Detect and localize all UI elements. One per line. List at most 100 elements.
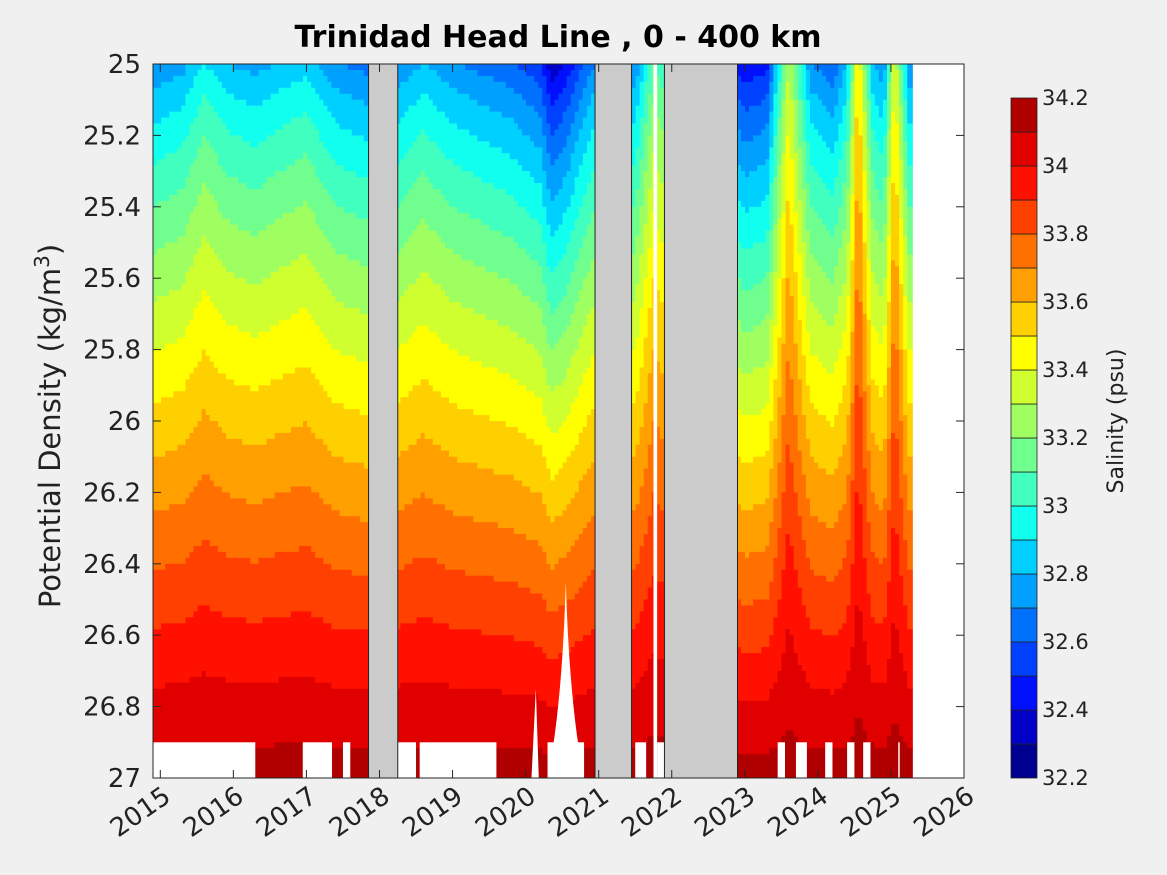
salinity-band-cell bbox=[850, 135, 856, 196]
salinity-band-cell bbox=[578, 534, 584, 589]
salinity-band-cell bbox=[311, 212, 316, 267]
no-data-region bbox=[302, 742, 333, 778]
salinity-band-cell bbox=[842, 504, 847, 559]
salinity-band-cell bbox=[522, 432, 527, 488]
salinity-band-cell bbox=[546, 343, 551, 386]
salinity-band-cell bbox=[745, 415, 750, 464]
salinity-band-cell bbox=[311, 319, 316, 374]
salinity-band-cell bbox=[355, 307, 361, 363]
salinity-band-cell bbox=[566, 105, 572, 136]
salinity-band-cell bbox=[278, 218, 284, 267]
salinity-band-cell bbox=[891, 623, 896, 726]
salinity-band-cell bbox=[639, 676, 645, 743]
salinity-band-cell bbox=[412, 183, 418, 232]
salinity-band-cell bbox=[895, 438, 900, 535]
colorbar-tick-label: 32.8 bbox=[1042, 562, 1089, 586]
salinity-band-cell bbox=[165, 563, 170, 624]
salinity-band-cell bbox=[761, 504, 766, 553]
salinity-band-cell bbox=[826, 81, 831, 113]
salinity-band-cell bbox=[781, 64, 787, 101]
salinity-band-cell bbox=[745, 510, 750, 559]
salinity-band-cell bbox=[266, 135, 272, 178]
salinity-band-cell bbox=[886, 367, 892, 440]
salinity-band-cell bbox=[363, 313, 369, 363]
salinity-band-cell bbox=[416, 135, 422, 178]
salinity-band-cell bbox=[307, 64, 312, 83]
salinity-band-cell bbox=[757, 284, 762, 327]
salinity-band-cell bbox=[745, 605, 750, 654]
salinity-band-cell bbox=[801, 64, 807, 101]
salinity-band-cell bbox=[745, 700, 750, 755]
salinity-band-cell bbox=[509, 581, 515, 636]
salinity-band-cell bbox=[258, 331, 264, 386]
salinity-band-cell bbox=[870, 617, 876, 684]
salinity-band-cell bbox=[854, 605, 860, 720]
salinity-band-cell bbox=[181, 284, 187, 339]
salinity-band-cell bbox=[469, 135, 474, 172]
salinity-band-cell bbox=[457, 302, 462, 357]
salinity-band-cell bbox=[485, 367, 491, 416]
salinity-band-cell bbox=[789, 296, 795, 380]
salinity-band-cell bbox=[550, 105, 556, 136]
salinity-band-cell bbox=[177, 147, 182, 190]
salinity-band-cell bbox=[197, 248, 203, 303]
salinity-band-cell bbox=[582, 325, 588, 374]
salinity-band-cell bbox=[542, 551, 547, 601]
salinity-band-cell bbox=[234, 617, 239, 684]
salinity-band-cell bbox=[647, 659, 653, 737]
salinity-band-cell bbox=[558, 69, 564, 95]
salinity-band-cell bbox=[449, 87, 454, 125]
salinity-band-cell bbox=[485, 635, 491, 690]
salinity-band-cell bbox=[542, 242, 547, 285]
salinity-band-cell bbox=[404, 343, 410, 398]
salinity-band-cell bbox=[509, 194, 515, 238]
salinity-band-cell bbox=[469, 307, 474, 363]
salinity-band-cell bbox=[582, 474, 588, 529]
salinity-band-cell bbox=[757, 367, 762, 416]
salinity-band-cell bbox=[461, 171, 466, 214]
salinity-band-cell bbox=[477, 575, 483, 630]
salinity-band-cell bbox=[266, 224, 272, 279]
salinity-band-cell bbox=[838, 248, 843, 297]
salinity-band-cell bbox=[246, 444, 251, 505]
salinity-band-cell bbox=[899, 653, 904, 737]
salinity-band-cell bbox=[408, 284, 414, 339]
salinity-band-cell bbox=[440, 81, 446, 113]
salinity-band-cell bbox=[558, 188, 564, 226]
salinity-band-cell bbox=[489, 635, 495, 690]
salinity-band-cell bbox=[197, 302, 203, 363]
salinity-band-cell bbox=[809, 123, 815, 166]
salinity-band-cell bbox=[736, 278, 742, 321]
salinity-band-cell bbox=[631, 629, 637, 690]
salinity-band-cell bbox=[461, 462, 466, 517]
salinity-band-cell bbox=[570, 69, 576, 95]
salinity-band-cell bbox=[347, 69, 353, 95]
salinity-band-cell bbox=[513, 379, 519, 428]
salinity-band-cell bbox=[359, 69, 365, 101]
salinity-band-cell bbox=[818, 313, 823, 363]
salinity-band-cell bbox=[635, 623, 641, 684]
salinity-band-cell bbox=[230, 379, 235, 440]
salinity-band-cell bbox=[351, 355, 357, 410]
colorbar-tick-label: 33.8 bbox=[1042, 222, 1089, 246]
salinity-band-cell bbox=[201, 64, 207, 95]
salinity-band-cell bbox=[424, 617, 430, 684]
salinity-band-cell bbox=[193, 75, 199, 119]
salinity-band-cell bbox=[359, 522, 365, 577]
salinity-band-cell bbox=[826, 64, 831, 83]
salinity-band-cell bbox=[465, 462, 470, 517]
salinity-band-cell bbox=[282, 171, 288, 214]
salinity-band-cell bbox=[343, 569, 349, 630]
salinity-band-cell bbox=[813, 575, 819, 630]
salinity-band-cell bbox=[643, 81, 649, 125]
salinity-band-cell bbox=[209, 421, 215, 482]
salinity-band-cell bbox=[286, 551, 292, 618]
salinity-band-cell bbox=[331, 64, 337, 89]
salinity-band-cell bbox=[509, 331, 515, 380]
colorbar-segment bbox=[1010, 505, 1038, 541]
salinity-band-cell bbox=[826, 581, 831, 636]
salinity-band-cell bbox=[765, 403, 770, 452]
salinity-band-cell bbox=[846, 670, 852, 743]
salinity-band-cell bbox=[781, 653, 787, 737]
salinity-band-cell bbox=[250, 236, 255, 285]
